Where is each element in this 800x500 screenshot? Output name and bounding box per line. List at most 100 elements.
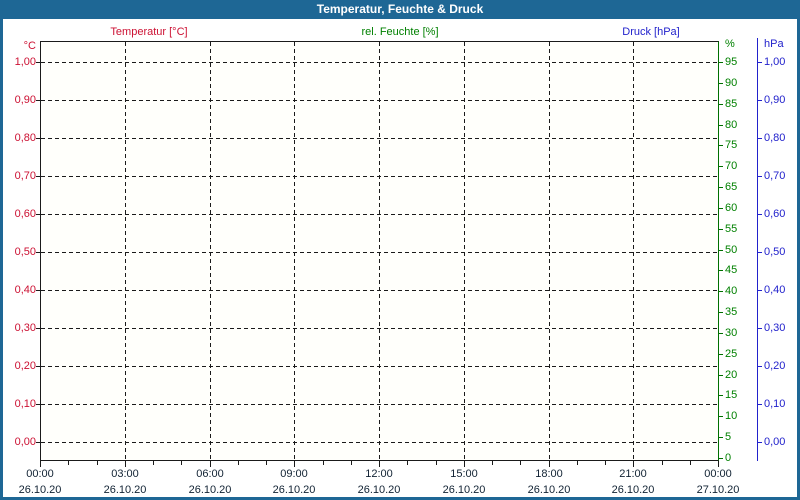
- temperature-tick-label: 0,80: [14, 132, 36, 144]
- x-time-label: 18:00: [535, 468, 563, 480]
- x-date-label: 26.10.20: [18, 484, 62, 496]
- v-gridline: [633, 42, 634, 459]
- pressure-axis-tick: [758, 366, 762, 367]
- humidity-axis-tick: [719, 312, 723, 313]
- pressure-tick-label: 0,50: [764, 246, 786, 258]
- x-date-label: 26.10.20: [527, 484, 571, 496]
- pressure-tick-label: 0,60: [764, 208, 786, 220]
- pressure-axis-tick: [758, 404, 762, 405]
- x-time-label: 21:00: [619, 468, 647, 480]
- humidity-tick-label: 75: [725, 139, 738, 151]
- humidity-axis-tick: [719, 458, 723, 459]
- temperature-tick-label: 0,30: [14, 322, 36, 334]
- temperature-tick-label: 0,70: [14, 170, 36, 182]
- v-gridline: [464, 42, 465, 459]
- x-axis-minor-tick: [266, 461, 267, 465]
- window-border-bottom: [0, 497, 800, 500]
- humidity-tick-label: 0: [725, 452, 732, 464]
- pressure-tick-label: 0,00: [764, 436, 786, 448]
- x-time-label: 03:00: [111, 468, 139, 480]
- x-axis-minor-tick: [153, 461, 154, 465]
- v-gridline: [210, 42, 211, 459]
- x-axis-major-tick: [718, 461, 719, 467]
- humidity-tick-label: 10: [725, 410, 738, 422]
- humidity-axis-tick: [719, 291, 723, 292]
- x-axis-minor-tick: [520, 461, 521, 465]
- x-time-label: 15:00: [450, 468, 478, 480]
- x-axis-minor-tick: [97, 461, 98, 465]
- pressure-axis-header: hPa: [764, 38, 784, 50]
- x-axis-minor-tick: [690, 461, 691, 465]
- x-axis-minor-tick: [605, 461, 606, 465]
- x-date-label: 26.10.20: [188, 484, 232, 496]
- humidity-axis-tick: [719, 62, 723, 63]
- x-axis-major-tick: [464, 461, 465, 467]
- humidity-axis-tick: [719, 166, 723, 167]
- x-axis-major-tick: [379, 461, 380, 467]
- pressure-tick-label: 0,30: [764, 322, 786, 334]
- x-time-label: 00:00: [704, 468, 732, 480]
- temperature-axis-tick: [36, 366, 40, 367]
- temperature-axis-tick: [36, 176, 40, 177]
- temperature-axis-header: °C: [23, 40, 36, 52]
- pressure-axis-tick: [758, 252, 762, 253]
- temperature-tick-label: 0,50: [14, 246, 36, 258]
- x-date-label: 26.10.20: [611, 484, 655, 496]
- humidity-axis-tick: [719, 104, 723, 105]
- pressure-axis-line: [757, 38, 758, 461]
- v-gridline: [294, 42, 295, 459]
- x-axis-minor-tick: [492, 461, 493, 465]
- x-date-label: 26.10.20: [357, 484, 401, 496]
- pressure-tick-label: 0,90: [764, 94, 786, 106]
- temperature-tick-label: 0,40: [14, 284, 36, 296]
- humidity-tick-label: 90: [725, 77, 738, 89]
- pressure-axis-tick: [758, 138, 762, 139]
- window-title: Temperatur, Feuchte & Druck: [316, 2, 484, 16]
- pressure-axis-tick: [758, 290, 762, 291]
- humidity-tick-label: 85: [725, 98, 738, 110]
- x-axis-major-tick: [210, 461, 211, 467]
- pressure-axis-tick: [758, 442, 762, 443]
- x-axis-minor-tick: [436, 461, 437, 465]
- v-gridline: [125, 42, 126, 459]
- humidity-tick-label: 95: [725, 56, 738, 68]
- humidity-tick-label: 20: [725, 369, 738, 381]
- pressure-axis-tick: [758, 62, 762, 63]
- x-axis-major-tick: [633, 461, 634, 467]
- humidity-axis-tick: [719, 125, 723, 126]
- pressure-tick-label: 0,20: [764, 360, 786, 372]
- humidity-tick-label: 80: [725, 119, 738, 131]
- humidity-tick-label: 5: [725, 431, 732, 443]
- window-border-right: [797, 19, 800, 500]
- pressure-tick-label: 0,10: [764, 398, 786, 410]
- x-axis-minor-tick: [181, 461, 182, 465]
- pressure-axis-tick: [758, 214, 762, 215]
- humidity-tick-label: 15: [725, 389, 738, 401]
- humidity-tick-label: 45: [725, 264, 738, 276]
- x-date-label: 26.10.20: [103, 484, 147, 496]
- x-axis-minor-tick: [238, 461, 239, 465]
- temperature-tick-label: 0,20: [14, 360, 36, 372]
- temperature-tick-label: 1,00: [14, 56, 36, 68]
- temperature-axis-tick: [36, 214, 40, 215]
- pressure-tick-label: 0,70: [764, 170, 786, 182]
- humidity-axis-tick: [719, 416, 723, 417]
- pressure-axis-tick: [758, 176, 762, 177]
- x-axis-minor-tick: [68, 461, 69, 465]
- humidity-axis-tick: [719, 333, 723, 334]
- x-date-label: 26.10.20: [442, 484, 486, 496]
- x-time-label: 12:00: [365, 468, 393, 480]
- x-axis-minor-tick: [407, 461, 408, 465]
- x-axis-minor-tick: [662, 461, 663, 465]
- humidity-tick-label: 60: [725, 202, 738, 214]
- x-axis-minor-tick: [323, 461, 324, 465]
- x-time-label: 09:00: [280, 468, 308, 480]
- pressure-tick-label: 1,00: [764, 56, 786, 68]
- v-gridline: [379, 42, 380, 459]
- humidity-axis-tick: [719, 270, 723, 271]
- temperature-tick-label: 0,00: [14, 436, 36, 448]
- pressure-tick-label: 0,80: [764, 132, 786, 144]
- temperature-tick-label: 0,60: [14, 208, 36, 220]
- pressure-axis-tick: [758, 100, 762, 101]
- humidity-axis-tick: [719, 208, 723, 209]
